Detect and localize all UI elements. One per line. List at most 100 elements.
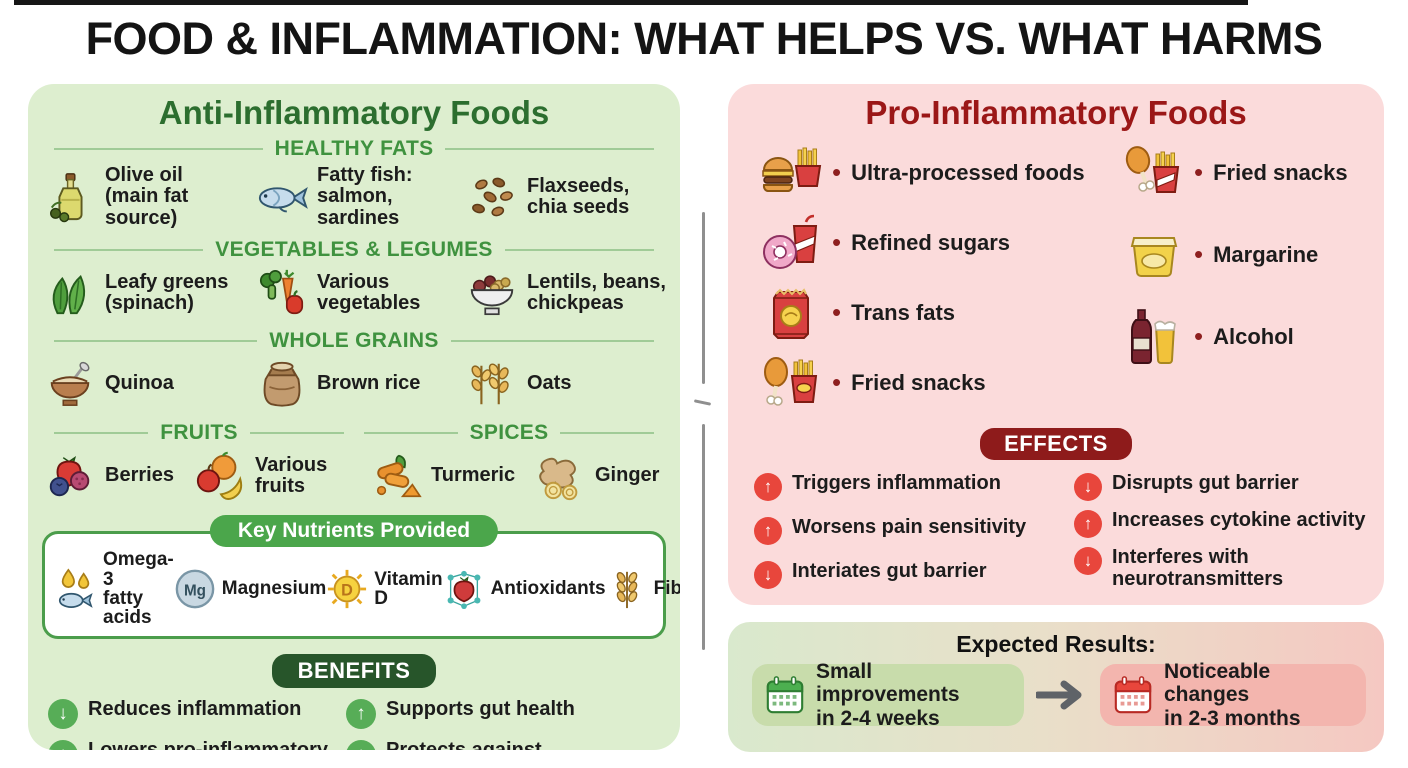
- olive-oil-icon: [44, 171, 96, 223]
- food-item-fried-snacks: • Fried snacks: [762, 354, 1124, 412]
- food-label: Olive oil (main fat source): [105, 164, 189, 229]
- food-label: Refined sugars: [851, 230, 1011, 255]
- effect-item: ↓ Interferes with neurotransmitters: [1074, 546, 1378, 591]
- ginger-icon: [534, 450, 586, 502]
- benefit-label: Protects against oxidative stress: [386, 738, 542, 750]
- food-label: Fried snacks: [851, 370, 986, 395]
- section-header-label: WHOLE GRAINS: [269, 329, 439, 353]
- effects-pill: EFFECTS: [980, 428, 1132, 460]
- divider-line: [54, 249, 204, 252]
- food-item-leafy-greens: Leafy greens (spinach): [44, 267, 256, 319]
- quinoa-bowl-icon: [44, 358, 96, 410]
- food-label: Lentils, beans, chickpeas: [527, 270, 666, 315]
- benefit-label: Lowers pro-inflammatory cytokines: [88, 738, 329, 750]
- food-label: Fried snacks: [1213, 160, 1348, 185]
- divider-line: [54, 148, 263, 150]
- food-item-various-fruits: Various fruits: [194, 450, 370, 502]
- section-header-label: FRUITS: [160, 421, 238, 445]
- up-arrow-icon: ↑: [754, 517, 782, 545]
- section-header-label: HEALTHY FATS: [274, 137, 434, 160]
- section-header-vegetables-legumes: VEGETABLES & LEGUMES: [28, 238, 680, 262]
- food-label: Flaxseeds, chia seeds: [527, 174, 630, 219]
- food-label: Ultra-processed foods: [851, 160, 1085, 185]
- divider-line: [54, 340, 258, 343]
- food-label: Various vegetables: [317, 270, 421, 315]
- food-label: Various fruits: [255, 453, 328, 498]
- whole-grains-row: Quinoa Brown rice Oats: [28, 355, 680, 415]
- benefit-item: ↓ Lowers pro-inflammatory cytokines: [48, 739, 346, 750]
- effect-item: ↑ Triggers inflammation: [754, 472, 1074, 501]
- effect-label: Interferes with neurotransmitters: [1112, 546, 1284, 591]
- food-item-margarine: • Margarine: [1124, 226, 1378, 284]
- nutrient-vitamin-d: D Vitamin D: [326, 568, 443, 610]
- bullet: •: [832, 297, 842, 327]
- effects-list: ↑ Triggers inflammation ↑ Worsens pain s…: [728, 472, 1384, 591]
- down-arrow-icon: ↓: [754, 561, 782, 589]
- bullet: •: [832, 157, 842, 187]
- food-label: Fatty fish: salmon, sardines: [317, 164, 413, 229]
- food-item-flaxseeds: Flaxseeds, chia seeds: [466, 171, 672, 223]
- nutrient-magnesium: Mg Magnesium: [174, 568, 327, 610]
- pro-inflammatory-title: Pro-Inflammatory Foods: [865, 94, 1247, 131]
- down-arrow-icon: ↓: [48, 698, 78, 729]
- turmeric-icon: [370, 450, 422, 502]
- up-arrow-icon: ↑: [346, 739, 376, 750]
- food-label: Oats: [527, 372, 572, 395]
- section-header-spices: SPICES: [354, 421, 680, 445]
- effect-item: ↑ Worsens pain sensitivity: [754, 516, 1074, 545]
- food-item-trans-fats: • Trans fats: [762, 284, 1124, 342]
- nutrient-label: Magnesium: [221, 578, 327, 600]
- legumes-bowl-icon: [466, 267, 518, 319]
- food-item-quinoa: Quinoa: [44, 358, 256, 410]
- nutrient-label: Fibre: [653, 578, 680, 600]
- effect-label: Interiates gut barrier: [792, 560, 987, 582]
- calendar-red-icon: [1112, 674, 1154, 716]
- berries-icon: [44, 450, 96, 502]
- result-end-label: Noticeable changes in 2-3 months: [1164, 659, 1301, 730]
- down-arrow-icon: ↓: [1074, 473, 1102, 501]
- nutrient-antioxidants: Antioxidants: [443, 568, 606, 610]
- section-header-whole-grains: WHOLE GRAINS: [28, 329, 680, 353]
- antioxidants-icon: [443, 568, 485, 610]
- nutrient-label: Antioxidants: [490, 578, 606, 600]
- spinach-icon: [44, 267, 96, 319]
- benefits-pill: BENEFITS: [271, 653, 437, 688]
- food-item-brown-rice: Brown rice: [256, 358, 466, 410]
- page-title: FOOD & INFLAMMATION: WHAT HELPS VS. WHAT…: [85, 13, 1323, 64]
- fruits-spices-row: Berries Various fruits Turmeric: [28, 447, 680, 507]
- effect-label: Increases cytokine activity: [1112, 509, 1366, 531]
- food-item-fried-snacks: • Fried snacks: [1124, 144, 1378, 202]
- expected-results-box: Expected Results: Small improvements in …: [728, 622, 1384, 752]
- effect-label: Disrupts gut barrier: [1112, 472, 1299, 494]
- drumstick-fries-icon: [1124, 144, 1184, 202]
- anti-inflammatory-panel: Anti-Inflammatory Foods HEALTHY FATS Oli…: [28, 84, 680, 750]
- food-label: Alcohol: [1213, 324, 1294, 349]
- food-label: Turmeric: [431, 464, 516, 487]
- food-item-oats: Oats: [466, 358, 672, 410]
- vegetables-row: Leafy greens (spinach) Various vegetable…: [28, 264, 680, 324]
- food-label: Margarine: [1213, 242, 1319, 267]
- divider-line: [445, 148, 654, 150]
- benefits-list: ↓ Reduces inflammation ↑ Supports gut he…: [28, 698, 680, 750]
- rice-sack-icon: [256, 358, 308, 410]
- pro-foods-column-right: • Fried snacks • Margarine: [1124, 144, 1378, 412]
- section-header-healthy-fats: HEALTHY FATS: [28, 137, 680, 161]
- nutrient-fibre: Fibre: [606, 568, 680, 610]
- fruits-spices-headers: FRUITS SPICES: [28, 421, 680, 445]
- vegetables-icon: [256, 267, 308, 319]
- food-item-fatty-fish: Fatty fish: salmon, sardines: [256, 164, 466, 229]
- benefit-item: ↑ Supports gut health: [346, 698, 672, 729]
- bullet: •: [1194, 321, 1204, 351]
- vitamin-d-icon: D: [326, 568, 368, 610]
- up-arrow-icon: ↑: [346, 698, 376, 729]
- result-card-end: Noticeable changes in 2-3 months: [1100, 660, 1366, 730]
- benefit-item: ↑ Protects against oxidative stress: [346, 739, 672, 750]
- key-nutrients-box: Key Nutrients Provided Omega-3 fatty aci…: [42, 515, 680, 639]
- fruits-icon: [194, 450, 246, 502]
- food-label: Berries: [105, 464, 174, 487]
- effect-item: ↓ Interiates gut barrier: [754, 560, 1074, 589]
- anti-inflammatory-title: Anti-Inflammatory Foods: [158, 94, 550, 131]
- top-accent-strip: [14, 0, 1248, 5]
- divider-line: [54, 432, 149, 435]
- food-item-ultra-processed: • Ultra-processed foods: [762, 144, 1124, 202]
